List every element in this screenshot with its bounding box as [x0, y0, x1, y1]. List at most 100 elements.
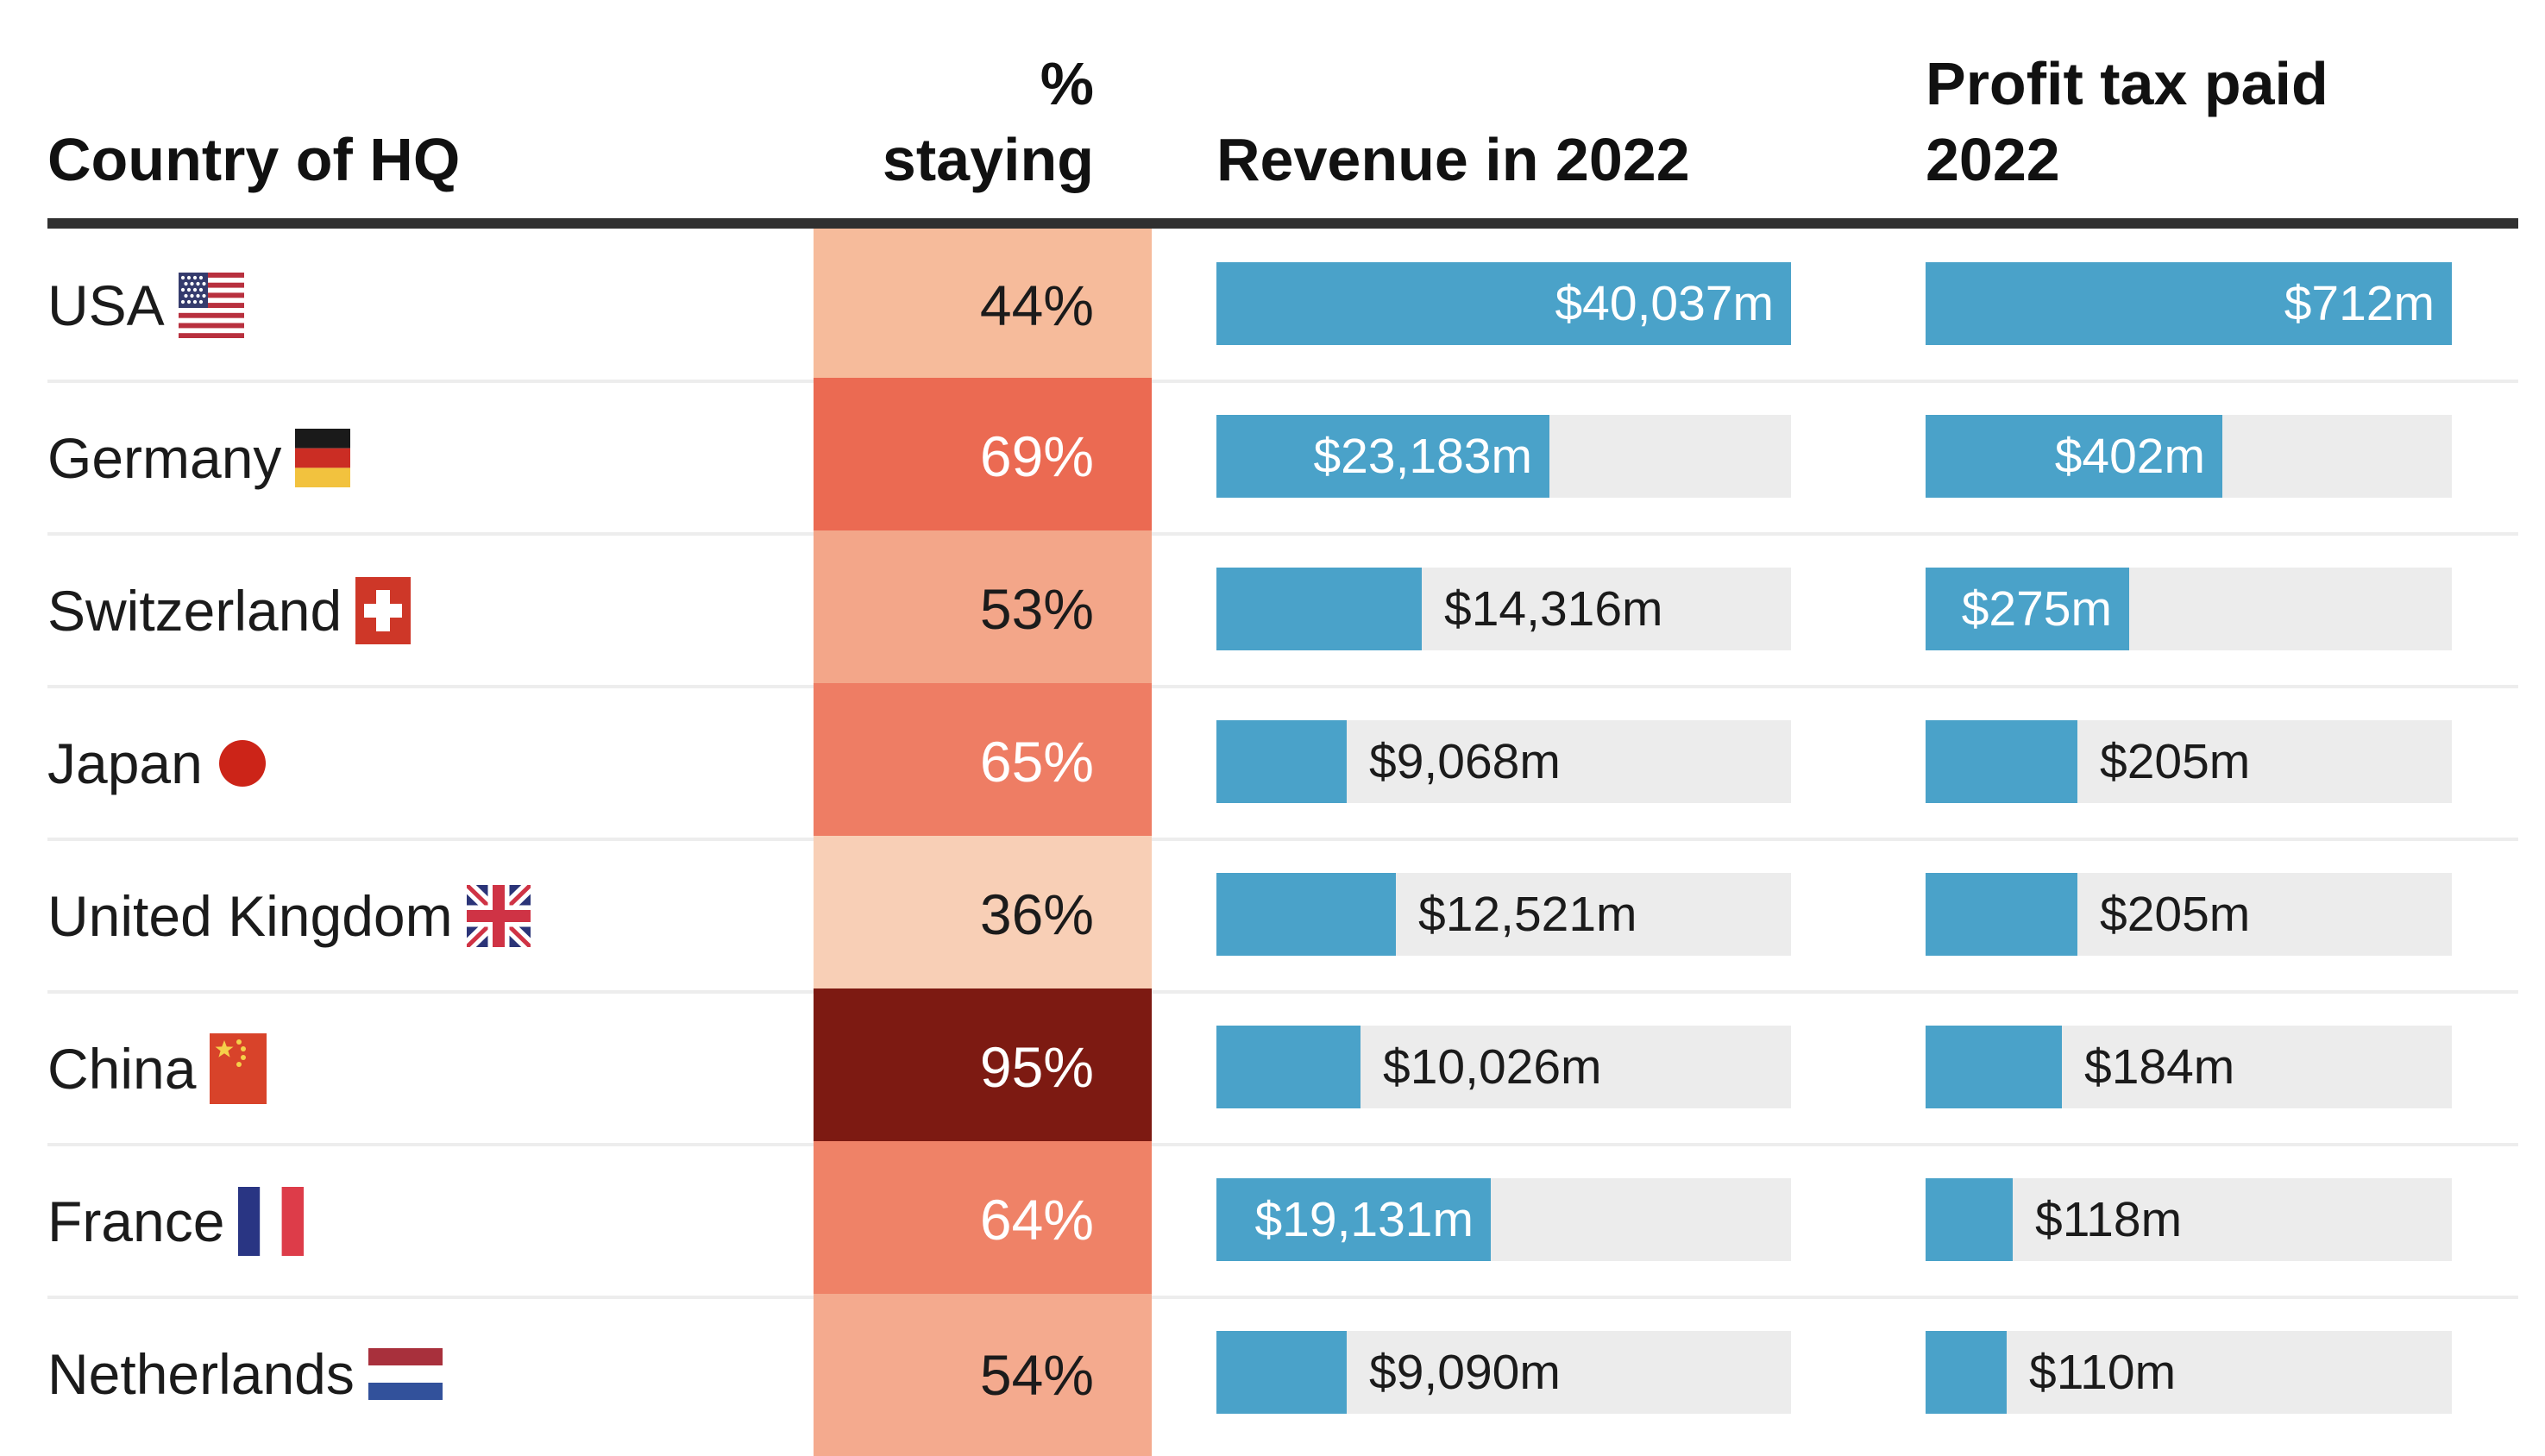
table-row: United Kingdom 36% $12,521m $205m: [47, 836, 2518, 992]
hq-tax-table: Country of HQ % staying Revenue in 2022 …: [47, 0, 2518, 1456]
col-header-staying: % staying: [882, 49, 1094, 193]
profit-tax-bar: [1926, 262, 2452, 345]
profit-value-label: $118m: [2035, 1192, 2183, 1247]
country-name: United Kingdom: [47, 883, 453, 948]
table-row: Switzerland 53% $14,316m $275m: [47, 530, 2518, 687]
col-header-revenue: Revenue in 2022: [1216, 125, 1690, 193]
profit-tax-bar: [1926, 1331, 2007, 1414]
col-header-profit-tax: Profit tax paid 2022: [1926, 49, 2328, 193]
profit-value-label: $184m: [2084, 1039, 2235, 1095]
country-cell: Japan: [47, 687, 268, 839]
table-row: USA: [47, 229, 2518, 381]
table-row: Japan 65% $9,068m $205m: [47, 683, 2518, 839]
revenue-value-label: $23,183m: [1313, 429, 1532, 484]
staying-cell: 54%: [814, 1294, 1152, 1456]
revenue-bar-track: $14,316m: [1216, 568, 1791, 650]
netherlands-flag-icon: [368, 1347, 443, 1400]
row-divider: [47, 838, 2518, 841]
revenue-bar-track: $40,037m: [1216, 262, 1791, 345]
staying-cell: 53%: [814, 530, 1152, 687]
revenue-bar: [1216, 720, 1347, 803]
profit-tax-bar: [1926, 1178, 2013, 1261]
profit-tax-bar-track: $118m: [1926, 1178, 2452, 1261]
france-flag-icon: [238, 1186, 305, 1256]
revenue-bar-track: $19,131m: [1216, 1178, 1791, 1261]
row-divider: [47, 380, 2518, 383]
uk-flag-icon: [466, 884, 531, 947]
revenue-bar-track: $9,068m: [1216, 720, 1791, 803]
country-name: Netherlands: [47, 1341, 355, 1406]
revenue-bar: [1216, 873, 1396, 956]
revenue-bar: [1216, 415, 1549, 498]
profit-tax-bar: [1926, 720, 2077, 803]
country-name: Japan: [47, 731, 203, 795]
profit-value-label: $402m: [2054, 429, 2205, 484]
table-row: Netherlands 54% $9,090m $110m: [47, 1294, 2518, 1456]
table-header-row: Country of HQ % staying Revenue in 2022 …: [47, 0, 2518, 218]
table-row: Germany 69% $23,183m $402m: [47, 378, 2518, 534]
revenue-bar: [1216, 568, 1422, 650]
country-name: France: [47, 1189, 225, 1253]
row-divider: [47, 990, 2518, 994]
revenue-value-label: $9,090m: [1369, 1345, 1561, 1400]
revenue-value-label: $10,026m: [1383, 1039, 1602, 1095]
staying-cell: 65%: [814, 683, 1152, 839]
profit-tax-bar-track: $205m: [1926, 873, 2452, 956]
profit-tax-bar: [1926, 873, 2077, 956]
revenue-bar-track: $12,521m: [1216, 873, 1791, 956]
revenue-bar: [1216, 262, 1791, 345]
row-divider: [47, 685, 2518, 688]
revenue-value-label: $9,068m: [1369, 734, 1561, 789]
profit-tax-bar-track: $205m: [1926, 720, 2452, 803]
staying-cell: 95%: [814, 988, 1152, 1145]
usa-flag-icon: [178, 272, 244, 338]
revenue-value-label: $40,037m: [1555, 276, 1774, 331]
country-name: Germany: [47, 425, 282, 490]
staying-cell: 44%: [814, 229, 1152, 381]
country-cell: France: [47, 1145, 305, 1297]
country-cell: Netherlands: [47, 1297, 443, 1450]
revenue-value-label: $14,316m: [1444, 581, 1663, 637]
country-cell: Switzerland: [47, 534, 412, 687]
china-flag-icon: [210, 1032, 267, 1104]
table-row: France 64% $19,131m $118m: [47, 1141, 2518, 1297]
col-header-country: Country of HQ: [47, 125, 461, 193]
table-row: China 95% $10,026m $: [47, 988, 2518, 1145]
profit-value-label: $110m: [2029, 1345, 2177, 1400]
revenue-bar-track: $23,183m: [1216, 415, 1791, 498]
profit-value-label: $205m: [2100, 887, 2251, 942]
switzerland-flag-icon: [355, 576, 412, 644]
profit-tax-bar-track: $712m: [1926, 262, 2452, 345]
country-cell: United Kingdom: [47, 839, 531, 992]
revenue-bar: [1216, 1178, 1491, 1261]
staying-cell: 64%: [814, 1141, 1152, 1297]
profit-tax-bar: [1926, 415, 2222, 498]
profit-tax-bar-track: $110m: [1926, 1331, 2452, 1414]
profit-value-label: $712m: [2284, 276, 2435, 331]
country-cell: China: [47, 992, 267, 1145]
revenue-bar-track: $10,026m: [1216, 1026, 1791, 1108]
country-name: USA: [47, 273, 165, 337]
country-cell: USA: [47, 229, 244, 381]
germany-flag-icon: [295, 428, 351, 487]
revenue-value-label: $19,131m: [1254, 1192, 1474, 1247]
profit-value-label: $275m: [1961, 581, 2112, 637]
profit-tax-bar: [1926, 568, 2129, 650]
row-divider: [47, 1296, 2518, 1299]
profit-tax-bar-track: $275m: [1926, 568, 2452, 650]
profit-tax-bar-track: $184m: [1926, 1026, 2452, 1108]
profit-tax-bar: [1926, 1026, 2062, 1108]
profit-tax-bar-track: $402m: [1926, 415, 2452, 498]
row-divider: [47, 532, 2518, 536]
revenue-bar: [1216, 1026, 1360, 1108]
revenue-value-label: $12,521m: [1418, 887, 1637, 942]
revenue-bar: [1216, 1331, 1347, 1414]
staying-cell: 69%: [814, 378, 1152, 534]
country-name: China: [47, 1036, 197, 1101]
row-divider: [47, 1143, 2518, 1146]
country-name: Switzerland: [47, 578, 342, 643]
revenue-bar-track: $9,090m: [1216, 1331, 1791, 1414]
header-rule: [47, 218, 2518, 229]
japan-flag-icon: [217, 737, 268, 789]
